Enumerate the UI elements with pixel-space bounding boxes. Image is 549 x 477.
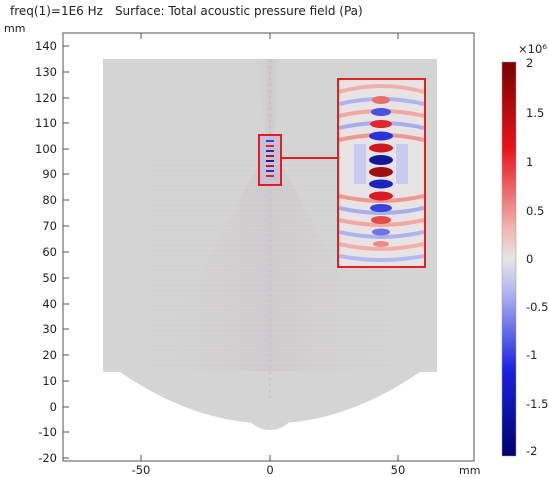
- y-tick-label: 80: [42, 193, 57, 207]
- x-tick-label: 0: [266, 463, 273, 477]
- colorbar-tick-label: -2: [526, 444, 537, 458]
- colorbar-tick-label: -1.5: [526, 397, 548, 411]
- surface-label: Surface: Total acoustic pressure field (…: [114, 4, 363, 18]
- colorbar-tick-label: 1: [526, 155, 533, 169]
- x-axis-unit: mm: [459, 464, 481, 477]
- colorbar-tick-label: 2: [526, 56, 533, 70]
- y-tick-label: 0: [50, 400, 57, 414]
- colorbar-tick-label: 1.5: [526, 106, 544, 120]
- y-tick-label: 50: [42, 271, 57, 285]
- x-tick-label: -50: [132, 463, 151, 477]
- y-axis: 140 130 120 110 100 90 80 70 60 50 40 30…: [35, 39, 69, 465]
- y-tick-label: 20: [42, 348, 57, 362]
- frequency-label: freq(1)=1E6 Hz: [10, 4, 103, 18]
- y-tick-label: 130: [35, 65, 57, 79]
- x-axis: -50 0 50: [132, 33, 406, 477]
- y-tick-label: 60: [42, 245, 57, 259]
- y-tick-label: 30: [42, 322, 57, 336]
- y-tick-label: 110: [35, 116, 57, 130]
- y-tick-label: -20: [38, 451, 57, 465]
- zoom-inset: [337, 78, 426, 268]
- colorbar-tick-label: 0: [526, 252, 533, 266]
- y-tick-label: 100: [35, 142, 57, 156]
- colorbar-tick-label: 0.5: [526, 204, 544, 218]
- y-tick-label: 40: [42, 297, 57, 311]
- colorbar-tick-label: -1: [526, 348, 537, 362]
- colorbar-tick-label: -0.5: [526, 300, 548, 314]
- y-tick-label: -10: [38, 425, 57, 439]
- plot-title: freq(1)=1E6 Hz Surface: Total acoustic pr…: [10, 4, 363, 18]
- x-tick-label: 50: [391, 463, 406, 477]
- y-tick-label: 10: [42, 374, 57, 388]
- y-tick-label: 70: [42, 219, 57, 233]
- colorbar-gradient: [501, 61, 517, 457]
- colorbar: ×10⁶ 2 1.5 1 0.5 0 -0.5 -1 -1.5 -2: [501, 42, 548, 458]
- y-tick-label: 90: [42, 167, 57, 181]
- y-tick-label: 140: [35, 39, 57, 53]
- y-tick-label: 120: [35, 91, 57, 105]
- y-axis-unit: mm: [4, 22, 26, 35]
- focal-fringes: [266, 140, 274, 177]
- focal-highlight-box: [258, 134, 282, 186]
- colorbar-multiplier: ×10⁶: [518, 42, 547, 56]
